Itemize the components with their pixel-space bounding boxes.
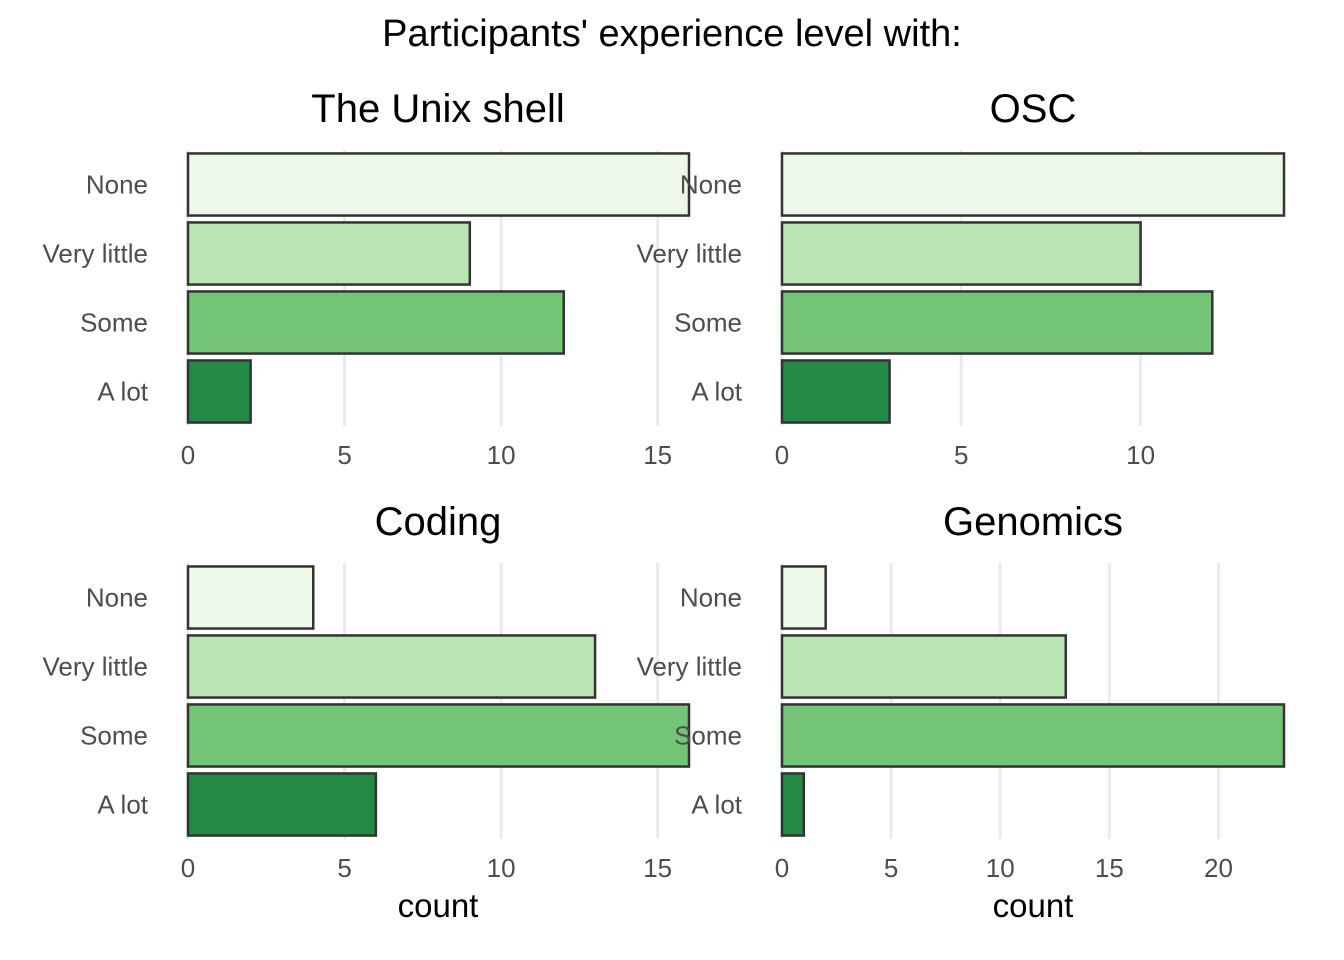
category-label-a-lot: A lot <box>691 377 742 407</box>
tick-label-0: 0 <box>181 440 195 470</box>
bar-a-lot <box>186 359 252 424</box>
tick-label-15: 15 <box>643 853 672 883</box>
bars <box>780 565 1286 837</box>
bar-some <box>780 703 1286 768</box>
bar-a-lot <box>780 772 806 837</box>
category-label-some: Some <box>80 308 148 338</box>
tick-label-15: 15 <box>1095 853 1124 883</box>
bar-very-little <box>186 221 472 286</box>
gridlines <box>780 563 1221 839</box>
tick-label-15: 15 <box>643 440 672 470</box>
panel-title: The Unix shell <box>311 87 564 131</box>
tick-label-10: 10 <box>487 440 516 470</box>
category-label-some: Some <box>674 721 742 751</box>
tick-labels: 0 5 10 <box>775 440 1155 470</box>
tick-label-10: 10 <box>1126 440 1155 470</box>
category-label-none: None <box>680 583 742 613</box>
bars <box>186 565 691 837</box>
category-label-very-little: Very little <box>43 652 149 682</box>
bar-none <box>186 565 315 630</box>
bar-none <box>780 565 827 630</box>
category-label-very-little: Very little <box>637 652 743 682</box>
category-label-a-lot: A lot <box>691 790 742 820</box>
tick-label-5: 5 <box>884 853 898 883</box>
panel-title: Coding <box>375 500 502 544</box>
panel-title: OSC <box>990 87 1077 131</box>
tick-label-0: 0 <box>775 440 789 470</box>
bar-some <box>186 290 565 355</box>
bar-very-little <box>186 634 597 699</box>
bar-none <box>780 152 1286 217</box>
bars <box>780 152 1286 424</box>
category-label-very-little: Very little <box>637 239 743 269</box>
category-label-very-little: Very little <box>43 239 149 269</box>
tick-label-5: 5 <box>337 440 351 470</box>
category-labels: None Very little Some A lot <box>637 583 743 820</box>
bar-very-little <box>780 634 1067 699</box>
category-label-none: None <box>680 170 742 200</box>
category-label-none: None <box>86 170 148 200</box>
tick-label-0: 0 <box>775 853 789 883</box>
category-labels: None Very little Some A lot <box>43 583 149 820</box>
panel-coding: Coding None Very little Some A lot 0 5 10 15 c… <box>43 500 691 924</box>
panel-osc: OSC None Very little Some A lot 0 5 10 <box>637 87 1286 470</box>
panel-title: Genomics <box>943 500 1123 544</box>
tick-label-5: 5 <box>954 440 968 470</box>
tick-labels: 0 5 10 15 20 <box>775 853 1233 883</box>
tick-label-0: 0 <box>181 853 195 883</box>
category-label-a-lot: A lot <box>97 377 148 407</box>
tick-label-10: 10 <box>986 853 1015 883</box>
bars <box>186 152 691 424</box>
bar-a-lot <box>780 359 891 424</box>
category-labels: None Very little Some A lot <box>637 170 743 407</box>
category-label-a-lot: A lot <box>97 790 148 820</box>
category-label-some: Some <box>80 721 148 751</box>
bar-none <box>186 152 691 217</box>
tick-labels: 0 5 10 15 <box>181 853 672 883</box>
chart-title: Participants' experience level with: <box>382 13 962 55</box>
bar-some <box>186 703 691 768</box>
x-axis-label: count <box>993 887 1074 924</box>
tick-label-10: 10 <box>487 853 516 883</box>
bar-very-little <box>780 221 1142 286</box>
tick-label-20: 20 <box>1204 853 1233 883</box>
tick-labels: 0 5 10 15 <box>181 440 672 470</box>
bar-some <box>780 290 1214 355</box>
tick-label-5: 5 <box>337 853 351 883</box>
panel-genomics: Genomics None Very little Some A lot 0 5 10 15… <box>637 500 1286 924</box>
category-label-none: None <box>86 583 148 613</box>
x-axis-label: count <box>398 887 479 924</box>
category-labels: None Very little Some A lot <box>43 170 149 407</box>
bar-a-lot <box>186 772 378 837</box>
category-label-some: Some <box>674 308 742 338</box>
